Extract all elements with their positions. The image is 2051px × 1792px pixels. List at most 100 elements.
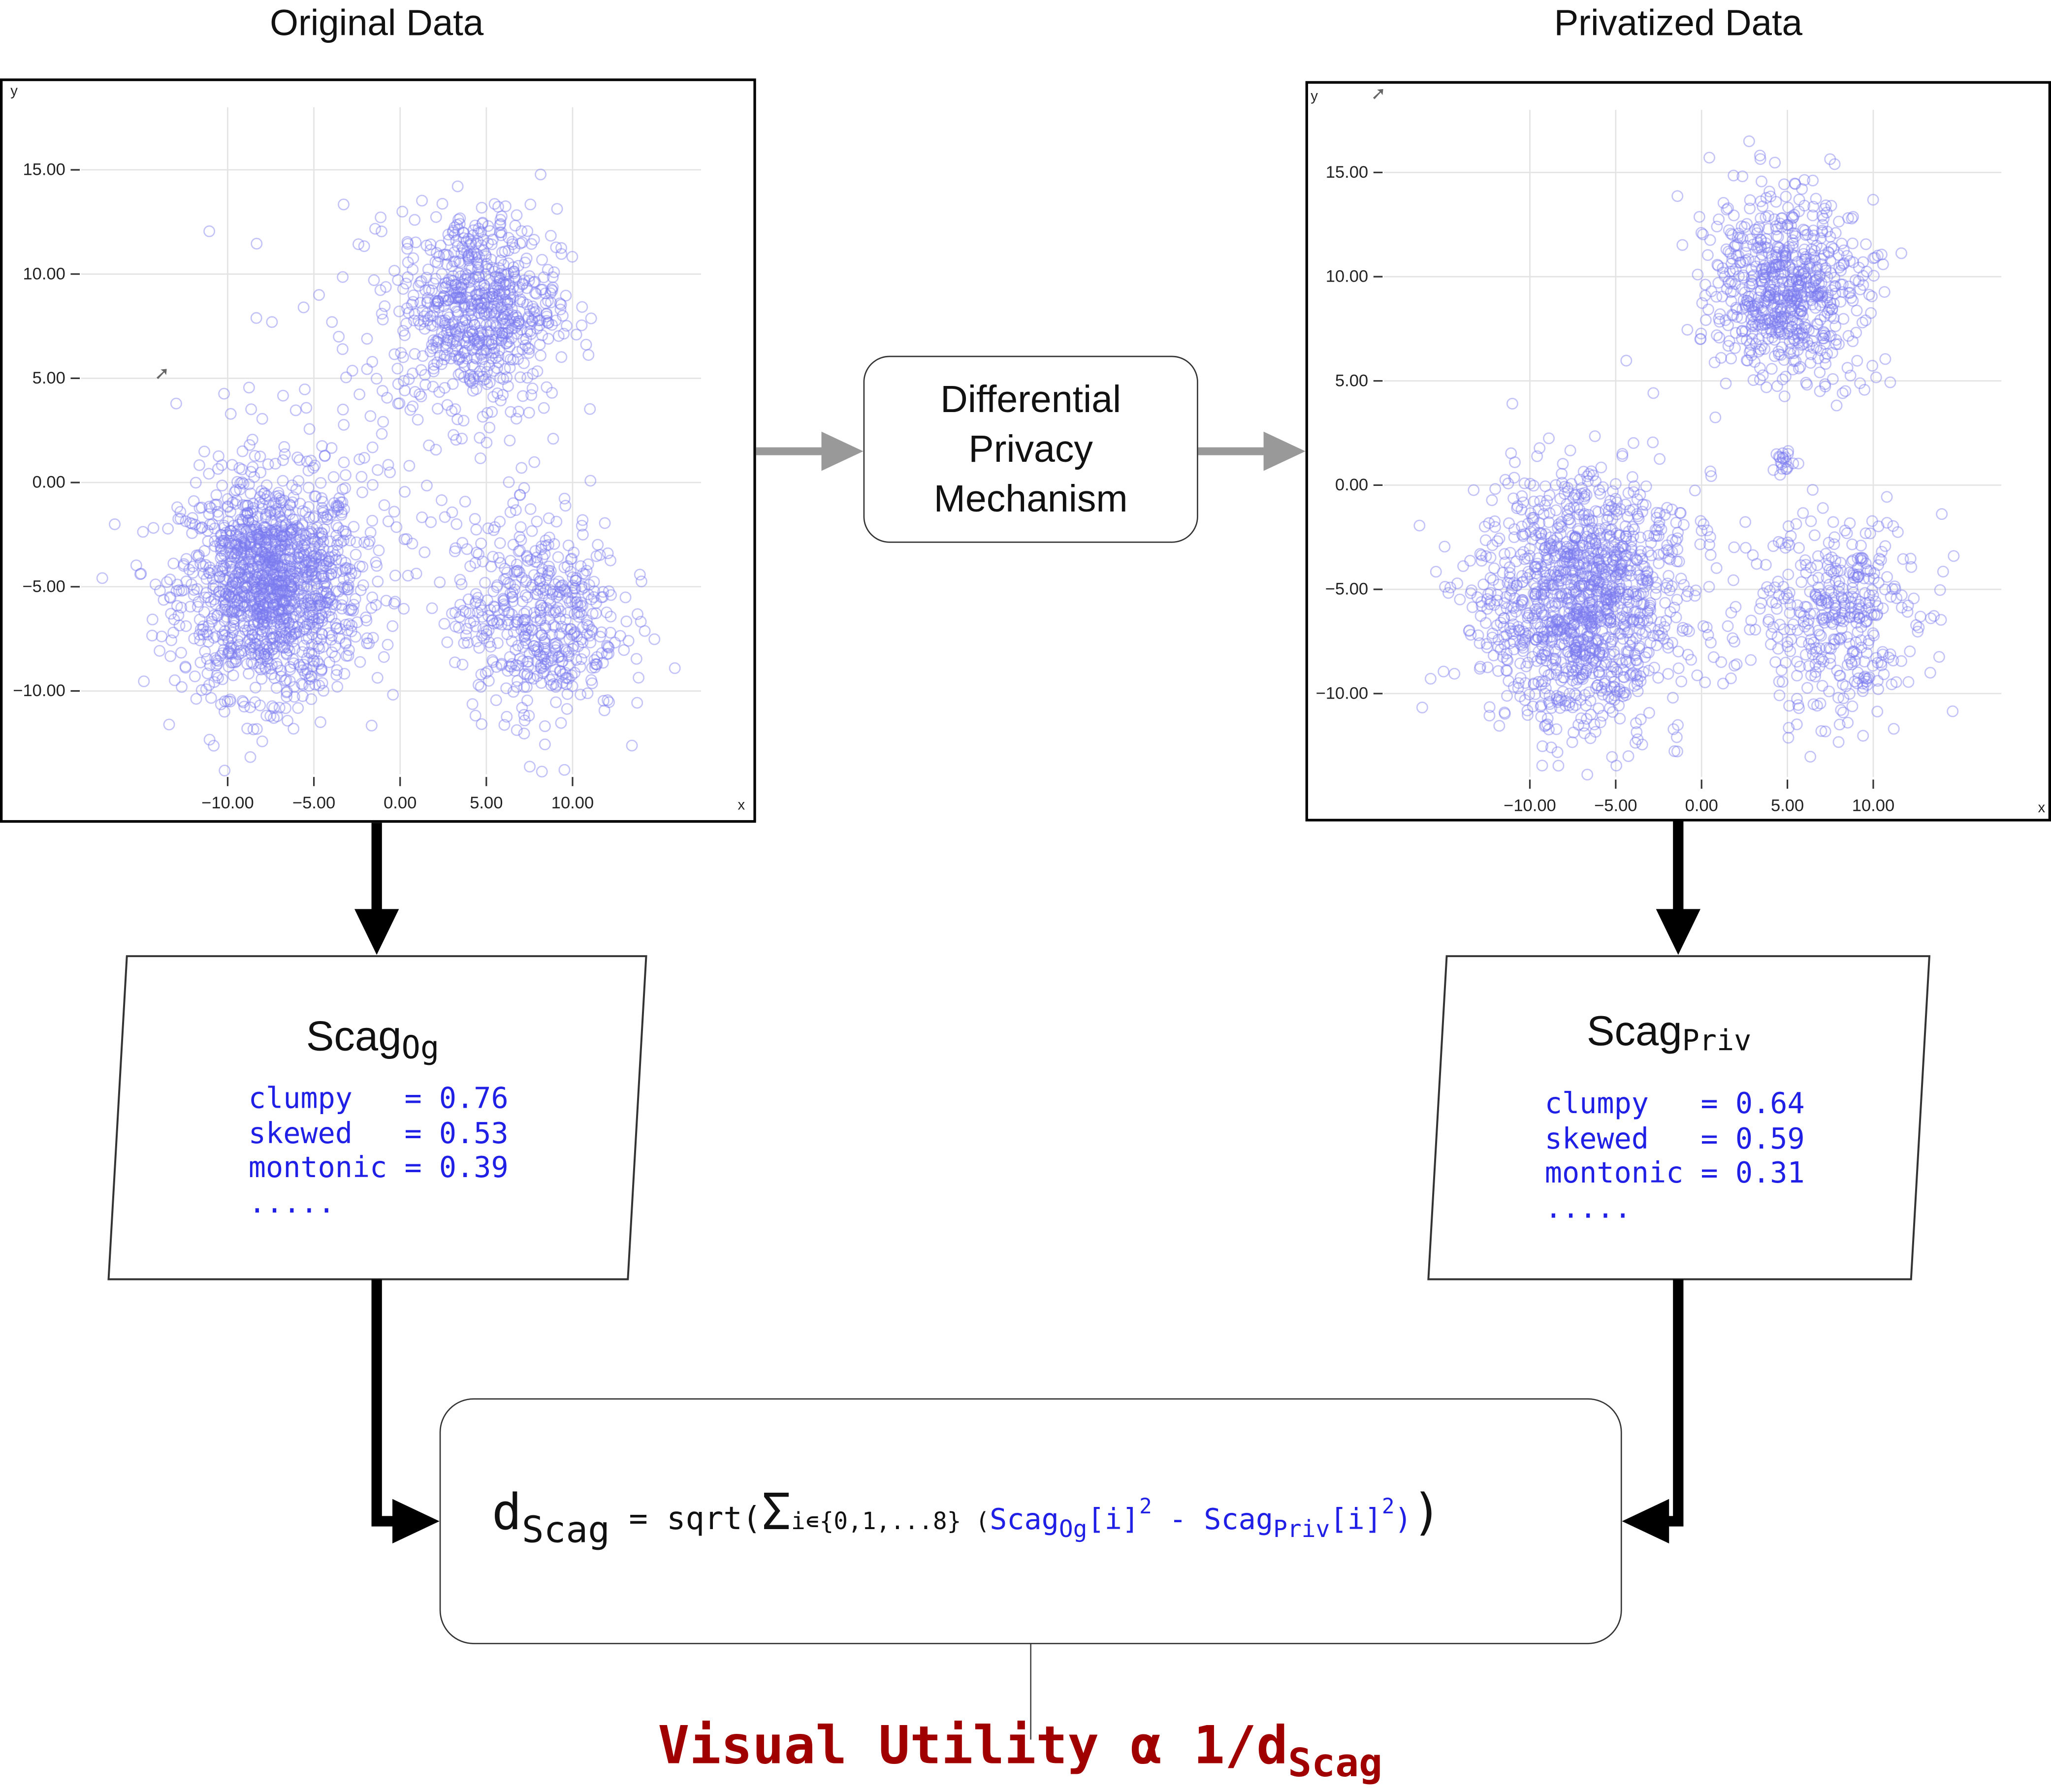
scatter-point — [313, 551, 325, 564]
scatter-point — [246, 505, 258, 517]
scatter-point — [280, 553, 292, 565]
scatter-point — [237, 499, 249, 511]
scatter-point — [202, 636, 215, 648]
scatter-point — [319, 601, 331, 613]
scatter-point — [275, 519, 287, 532]
scatter-point — [288, 691, 300, 703]
scatter-point — [203, 561, 216, 574]
scatter-point — [316, 528, 328, 540]
scatter-point — [274, 593, 286, 606]
scatter-point — [264, 564, 276, 576]
scatter-point — [476, 201, 488, 214]
scatter-point — [509, 242, 520, 254]
scatter-point — [339, 638, 352, 650]
scatter-point — [533, 314, 545, 326]
scatter-point — [276, 579, 288, 591]
scatter-point — [245, 403, 257, 416]
scatter-point — [483, 421, 496, 434]
scatter-point — [499, 294, 512, 306]
scatter-point — [206, 613, 218, 625]
scatter-point — [467, 229, 479, 241]
scatter-point — [462, 251, 475, 263]
scatter-point — [430, 247, 443, 259]
scatter-point — [472, 336, 483, 349]
scatter-point — [247, 502, 259, 514]
scatter-point — [309, 510, 321, 522]
scatter-point — [212, 510, 224, 522]
scatter-point — [263, 575, 275, 587]
scatter-point — [297, 616, 309, 628]
scatter-point — [186, 517, 198, 530]
scatter-point — [458, 299, 471, 312]
scatter-point — [454, 291, 466, 304]
scatter-point — [279, 613, 291, 625]
scatter-point — [281, 686, 293, 699]
scatter-point — [254, 553, 266, 566]
scatter-point — [318, 580, 330, 592]
scatter-point — [440, 249, 452, 260]
scatter-point — [281, 648, 293, 661]
scatter-point — [474, 277, 486, 289]
scatter-point — [301, 582, 313, 595]
scatter-point — [255, 550, 267, 563]
scatter-point — [298, 640, 310, 652]
scatter-point — [247, 513, 259, 526]
scatter-point — [255, 612, 267, 624]
scatter-point — [320, 555, 332, 567]
scatter-point — [264, 593, 276, 605]
scatter-point — [194, 522, 206, 535]
scatter-point — [233, 597, 246, 609]
scatter-point — [251, 561, 263, 573]
scatter-point — [253, 561, 265, 573]
scatter-point — [528, 234, 540, 246]
scatter-point — [502, 322, 514, 334]
scatter-point — [486, 261, 498, 274]
scatter-point — [299, 534, 311, 546]
scatter-point — [269, 592, 282, 604]
scatter-point — [452, 267, 465, 279]
scatter-point — [488, 198, 501, 210]
scatter-point — [292, 475, 305, 487]
scatter-point — [149, 578, 161, 591]
scatter-point — [276, 530, 288, 543]
scatter-point — [262, 560, 274, 572]
scatter-point — [249, 541, 261, 553]
scatter-point — [253, 608, 265, 620]
scatter-point — [276, 579, 288, 592]
scatter-point — [212, 463, 224, 475]
scatter-point — [261, 584, 274, 596]
scatter-point — [447, 338, 459, 350]
scatter-point — [310, 621, 322, 634]
scatter-point — [514, 293, 526, 305]
scatter-point — [272, 608, 285, 621]
scatter-point — [224, 506, 237, 518]
scatter-point — [269, 535, 282, 547]
scatter-point — [277, 566, 289, 578]
scatter-point — [238, 553, 250, 565]
scatter-point — [208, 632, 220, 644]
scatter-point — [496, 314, 508, 326]
scatter-point — [251, 526, 263, 539]
scatter-point — [379, 300, 391, 312]
scatter-point — [323, 627, 335, 639]
scatter-point — [231, 599, 244, 611]
scatter-point — [283, 617, 295, 629]
scatter-point — [288, 580, 300, 593]
scatter-point — [546, 271, 559, 283]
scatter-point — [288, 572, 300, 584]
scatter-point — [227, 656, 239, 669]
scatter-point — [424, 238, 437, 251]
scatter-point — [289, 563, 301, 575]
scatter-point — [276, 626, 288, 638]
scatter-point — [312, 640, 324, 652]
scatter-point — [260, 559, 273, 572]
scatter-point — [233, 462, 246, 474]
scatter-point — [265, 514, 277, 526]
scatter-point — [343, 604, 355, 616]
scatter-point — [293, 523, 305, 535]
scatter-point — [340, 528, 352, 541]
scatter-point — [256, 588, 269, 600]
scatter-point — [238, 590, 251, 603]
scatter-point — [277, 597, 289, 609]
scatter-point — [320, 607, 332, 619]
